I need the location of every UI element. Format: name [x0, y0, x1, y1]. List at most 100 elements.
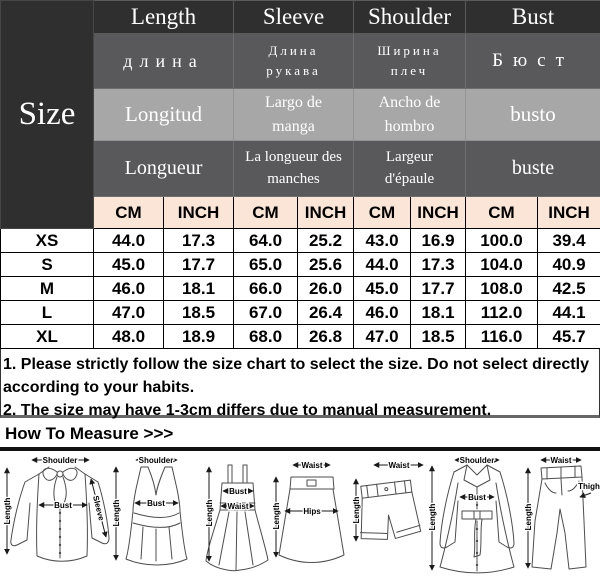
- value-cell: 26.0: [297, 276, 354, 301]
- header-sleeve: Sleeve: [233, 0, 354, 34]
- header-shoulder-fr: Largeur d'épaule: [353, 140, 466, 197]
- label-length: Length: [3, 498, 12, 525]
- value-cell: 25.6: [297, 252, 354, 277]
- garment-outline: [360, 479, 422, 540]
- unit-cell: INCH: [537, 196, 600, 229]
- measure-arrows: Waist Length: [351, 460, 425, 542]
- header-sleeve-fr: La longueur des manches: [233, 140, 354, 197]
- size-cell: L: [0, 300, 94, 325]
- header-length-es: Longitud: [93, 88, 234, 141]
- measure-arrows: Waist Length Thigh: [523, 455, 600, 569]
- label-length: Length: [524, 504, 533, 531]
- value-cell: 112.0: [465, 300, 538, 325]
- measure-arrows: Waist Length Hips: [271, 460, 339, 558]
- value-cell: 18.9: [163, 324, 234, 349]
- header-length-ru: длина: [93, 33, 234, 89]
- header-length: Length: [93, 0, 234, 34]
- label-waist: Waist: [301, 461, 322, 470]
- unit-cell: INCH: [410, 196, 466, 229]
- header-row-en: Size Length Sleeve Shoulder Bust: [0, 0, 600, 229]
- value-cell: 26.8: [297, 324, 354, 349]
- unit-cell: CM: [465, 196, 538, 229]
- value-cell: 108.0: [465, 276, 538, 301]
- unit-cell: INCH: [163, 196, 234, 229]
- value-cell: 18.5: [410, 324, 466, 349]
- value-cell: 47.0: [353, 324, 411, 349]
- label-waist: Waist: [550, 456, 571, 465]
- unit-cell: INCH: [297, 196, 354, 229]
- table-row-m: M 46.0 18.1 66.0 26.0 45.0 17.7 108.0 42…: [0, 276, 600, 301]
- header-shoulder-es: Ancho de hombro: [353, 88, 466, 141]
- value-cell: 48.0: [93, 324, 164, 349]
- skirt-diagram: Waist Length Hips: [271, 460, 345, 563]
- coat-diagram: Shoulder Bust Length: [426, 455, 515, 574]
- value-cell: 67.0: [233, 300, 298, 325]
- label-waist: Waist: [389, 461, 410, 470]
- value-cell: 100.0: [465, 228, 538, 253]
- measure-diagrams: Shoulder Length Bust Sleeve Shoulder: [0, 451, 600, 577]
- label-bust: Bust: [468, 493, 486, 502]
- note-line: 1. Please strictly follow the size chart…: [3, 356, 589, 396]
- unit-cell: CM: [93, 196, 164, 229]
- header-row-es: Longitud Largo de manga Ancho de hombro …: [1, 88, 600, 141]
- table-row-s: S 45.0 17.7 65.0 25.6 44.0 17.3 104.0 40…: [0, 252, 600, 277]
- value-cell: 39.4: [537, 228, 600, 253]
- dress-diagram: Length Bust Waist: [203, 464, 269, 572]
- tank-top-diagram: Shoulder Length Bust: [111, 455, 188, 566]
- value-cell: 45.7: [537, 324, 600, 349]
- value-cell: 44.0: [93, 228, 164, 253]
- garment-outline: [439, 464, 515, 574]
- label-bust: Bust: [229, 487, 247, 496]
- header-shoulder: Shoulder: [353, 0, 466, 34]
- value-cell: 40.9: [537, 252, 600, 277]
- garment-outline: [278, 476, 345, 563]
- size-cell: M: [0, 276, 94, 301]
- value-cell: 18.5: [163, 300, 234, 325]
- label-hips: Hips: [303, 507, 321, 516]
- value-cell: 26.4: [297, 300, 354, 325]
- measure-arrows: Shoulder Length Bust: [111, 455, 180, 561]
- table-row-xl: XL 48.0 18.9 68.0 26.8 47.0 18.5 116.0 4…: [0, 324, 600, 349]
- value-cell: 66.0: [233, 276, 298, 301]
- blouse-diagram: Shoulder Length Bust Sleeve: [2, 455, 110, 562]
- header-bust-ru: Бюст: [465, 33, 600, 89]
- value-cell: 116.0: [465, 324, 538, 349]
- measure-arrows: Length Bust Waist: [203, 466, 255, 562]
- header-sleeve-es: Largo de manga: [233, 88, 354, 141]
- value-cell: 17.7: [163, 252, 234, 277]
- label-length: Length: [352, 497, 361, 524]
- label-waist: Waist: [227, 502, 248, 511]
- header-row-ru: длина Длина рукава Ширина плеч Бюст: [1, 33, 600, 89]
- value-cell: 47.0: [93, 300, 164, 325]
- value-cell: 17.3: [410, 252, 466, 277]
- label-length: Length: [205, 500, 214, 527]
- value-cell: 64.0: [233, 228, 298, 253]
- value-cell: 44.1: [537, 300, 600, 325]
- measure-arrows: Shoulder Bust Length: [426, 455, 500, 571]
- header-bust-fr: buste: [465, 140, 600, 197]
- garment-outline: [205, 464, 269, 572]
- size-cell: XS: [0, 228, 94, 253]
- value-cell: 18.1: [410, 300, 466, 325]
- value-cell: 65.0: [233, 252, 298, 277]
- header-bust-es: busto: [465, 88, 600, 141]
- label-sleeve: Sleeve: [91, 495, 106, 522]
- how-to-measure-heading: How To Measure >>>: [5, 424, 174, 443]
- notes-section: 1. Please strictly follow the size chart…: [0, 349, 600, 419]
- header-bust: Bust: [465, 0, 600, 34]
- size-header-cell: Size: [0, 0, 94, 229]
- value-cell: 45.0: [93, 252, 164, 277]
- header-shoulder-ru: Ширина плеч: [353, 33, 466, 89]
- label-length: Length: [428, 504, 437, 531]
- label-shoulder: Shoulder: [139, 456, 174, 465]
- table-row-l: L 47.0 18.5 67.0 26.4 46.0 18.1 112.0 44…: [0, 300, 600, 325]
- note-line: 2. The size may have 1-3cm differs due t…: [3, 402, 492, 419]
- unit-cell: CM: [233, 196, 298, 229]
- value-cell: 17.3: [163, 228, 234, 253]
- table-row-xs: XS 44.0 17.3 64.0 25.2 43.0 16.9 100.0 3…: [0, 228, 600, 253]
- value-cell: 46.0: [353, 300, 411, 325]
- label-bust: Bust: [147, 499, 165, 508]
- value-cell: 44.0: [353, 252, 411, 277]
- garment-outline: [10, 466, 110, 562]
